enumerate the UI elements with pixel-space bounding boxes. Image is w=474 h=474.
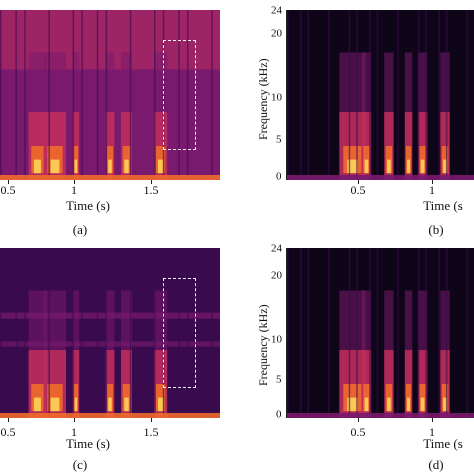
xtick-label-c-2: 1 [71,425,77,439]
yaxis-d [286,248,287,418]
xtick-label-c-1: 0.5 [0,425,16,439]
xtick-a-2 [74,180,75,184]
xlabel-b: Time (s [423,198,463,213]
xtick-c-2 [74,418,75,422]
ylabel-d: Frequency (kHz) [256,304,270,386]
ytick-label-d-0: 0 [276,408,282,421]
spectrogram-b [287,10,474,180]
ytick-label-b-24: 24 [271,4,282,17]
ytick-label-d-20: 20 [271,269,282,282]
spectrogram-c [0,248,220,418]
xtick-c-1 [8,418,9,422]
xtick-a-3 [151,180,152,184]
caption-b: (b) [428,222,444,237]
xtick-label-a-3: 1.5 [143,183,159,197]
xtick-label-a-1: 0.5 [0,183,16,197]
spectrogram-c-image [0,248,220,418]
highlight-box-a [163,40,196,150]
xtick-label-c-3: 1.5 [143,425,159,439]
xtick-b-1 [358,180,359,184]
ytick-label-d-5: 5 [276,373,282,386]
yaxis-b [286,10,287,180]
caption-a: (a) [72,222,88,237]
xtick-d-2 [432,418,433,422]
xtick-c-3 [151,418,152,422]
xtick-label-d-1: 0.5 [350,425,366,439]
xtick-b-2 [432,180,433,184]
xtick-a-1 [8,180,9,184]
highlight-box-c [163,278,196,388]
spectrogram-b-image [287,10,474,180]
ytick-label-d-24: 24 [271,242,282,255]
ytick-label-b-0: 0 [276,170,282,183]
xlabel-a: Time (s) [66,198,110,213]
xlabel-c: Time (s) [66,436,110,451]
xtick-d-1 [358,418,359,422]
xlabel-d: Time (s [423,436,463,451]
spectrogram-d [287,248,474,418]
ytick-label-d-10: 10 [271,333,282,346]
xtick-label-d-2: 1 [429,425,435,439]
ylabel-b: Frequency (kHz) [256,58,270,140]
ytick-label-b-20: 20 [271,27,282,40]
ytick-label-b-10: 10 [271,91,282,104]
xtick-label-a-2: 1 [71,183,77,197]
caption-d: (d) [428,457,444,472]
caption-c: (c) [72,457,88,472]
ytick-label-b-5: 5 [276,133,282,146]
xtick-label-b-1: 0.5 [350,183,366,197]
xtick-label-b-2: 1 [429,183,435,197]
spectrogram-d-image [287,248,474,418]
